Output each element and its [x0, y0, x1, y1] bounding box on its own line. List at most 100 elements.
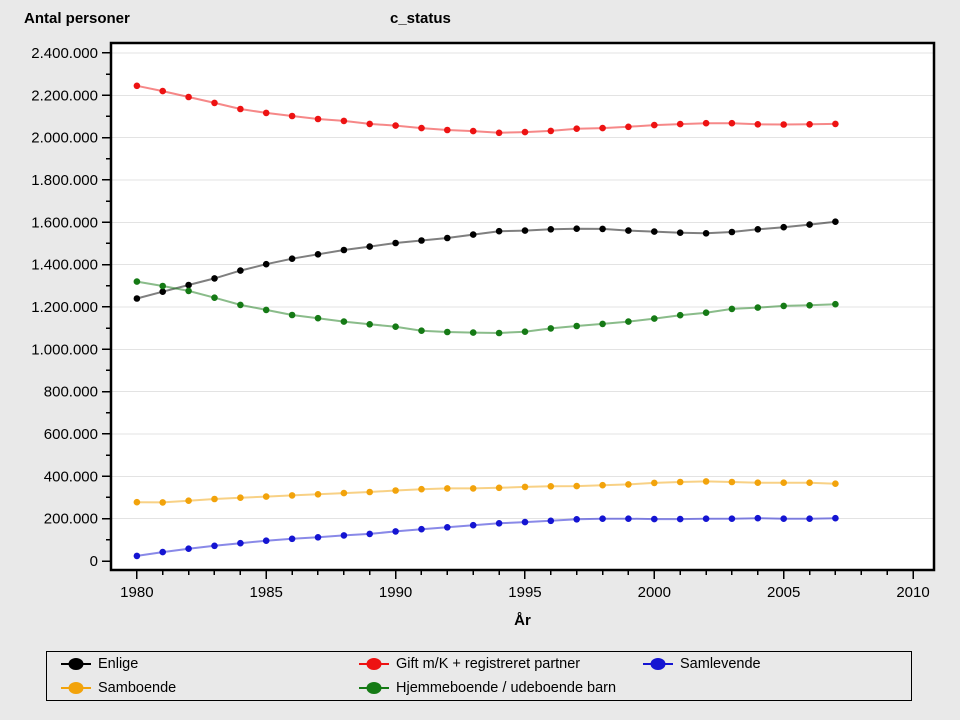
data-point	[547, 226, 555, 233]
data-point	[340, 318, 348, 325]
data-point	[599, 320, 606, 328]
y-tick-label: 1.400.000	[31, 257, 98, 274]
x-tick-label: 2010	[896, 584, 929, 601]
data-point	[832, 218, 839, 225]
data-point	[676, 229, 684, 236]
data-point	[340, 117, 348, 125]
data-point	[754, 479, 762, 487]
data-point	[728, 305, 736, 313]
data-point	[133, 498, 141, 506]
legend-item-label: Gift m/K + registreret partner	[396, 656, 581, 673]
data-point	[133, 552, 141, 560]
series-line-3	[136, 480, 836, 504]
data-point	[262, 493, 270, 500]
data-point	[392, 323, 399, 331]
data-point	[444, 126, 451, 134]
data-point	[237, 301, 244, 309]
data-point	[676, 478, 684, 486]
data-point	[728, 228, 736, 236]
data-point	[702, 478, 710, 485]
legend-item-3: Samboende	[61, 677, 359, 699]
data-point	[262, 260, 270, 268]
data-point	[469, 127, 477, 135]
y-tick-label: 2.400.000	[31, 45, 98, 62]
y-tick-label: 2.200.000	[31, 87, 98, 104]
data-point	[211, 495, 218, 503]
data-point	[780, 515, 787, 522]
data-point	[288, 112, 296, 120]
data-point	[262, 306, 270, 314]
x-tick-label: 1995	[508, 584, 541, 601]
legend-marker-icon	[61, 681, 91, 695]
data-point	[495, 227, 503, 235]
data-point	[340, 489, 348, 497]
data-point	[495, 329, 503, 337]
data-point	[444, 234, 451, 242]
legend-item-1: Gift m/K + registreret partner	[359, 653, 643, 675]
data-point	[469, 329, 477, 336]
data-point	[625, 515, 632, 522]
x-tick-label: 1980	[120, 584, 153, 601]
data-point	[159, 282, 166, 290]
x-tick-label: 2000	[638, 584, 671, 601]
data-point	[314, 491, 322, 498]
legend-item-label: Hjemmeboende / udeboende barn	[396, 679, 617, 696]
y-tick-label: 1.600.000	[31, 214, 98, 231]
data-point	[159, 288, 166, 296]
legend-item-label: Enlige	[98, 656, 139, 673]
data-point	[651, 121, 658, 129]
legend-item-0: Enlige	[61, 653, 359, 675]
data-point	[366, 488, 374, 496]
x-tick-label: 2005	[767, 584, 800, 601]
data-point	[521, 483, 529, 491]
legend-marker-icon	[359, 657, 389, 671]
legend-item-2: Samlevende	[643, 653, 911, 675]
data-point	[418, 327, 425, 335]
y-tick-label: 600.000	[44, 426, 98, 443]
data-point	[651, 479, 658, 487]
data-point	[806, 221, 813, 228]
data-point	[392, 122, 399, 129]
data-point	[832, 120, 839, 128]
data-point	[832, 480, 839, 488]
legend-item-label: Samboende	[98, 679, 177, 696]
data-point	[754, 304, 762, 311]
data-point	[185, 281, 192, 289]
data-point	[806, 121, 813, 128]
data-point	[780, 223, 787, 231]
data-point	[728, 119, 736, 127]
data-point	[599, 225, 606, 233]
data-point	[521, 518, 529, 526]
data-point	[469, 521, 477, 529]
data-point	[573, 482, 580, 490]
data-point	[392, 487, 399, 494]
data-point	[651, 515, 658, 523]
data-point	[340, 246, 348, 254]
data-point	[159, 499, 166, 506]
data-point	[676, 311, 684, 319]
data-point	[159, 548, 166, 556]
y-axis-title: Antal personer	[24, 10, 130, 27]
data-point	[521, 328, 529, 336]
y-tick-label: 200.000	[44, 511, 98, 528]
data-point	[495, 484, 503, 492]
x-axis-title: År	[514, 612, 531, 629]
data-point	[366, 321, 374, 328]
x-tick-label: 1985	[250, 584, 283, 601]
data-point	[288, 535, 296, 543]
data-point	[495, 520, 503, 527]
data-point	[211, 542, 218, 550]
data-point	[185, 287, 192, 295]
data-point	[185, 545, 192, 552]
data-point	[754, 514, 762, 522]
data-point	[288, 492, 296, 499]
data-point	[469, 485, 477, 492]
y-tick-label: 400.000	[44, 468, 98, 485]
data-point	[314, 314, 322, 322]
series-line-0	[136, 220, 836, 300]
y-tick-label: 800.000	[44, 384, 98, 401]
data-point	[547, 127, 555, 135]
data-point	[211, 294, 218, 302]
data-point	[625, 123, 632, 131]
